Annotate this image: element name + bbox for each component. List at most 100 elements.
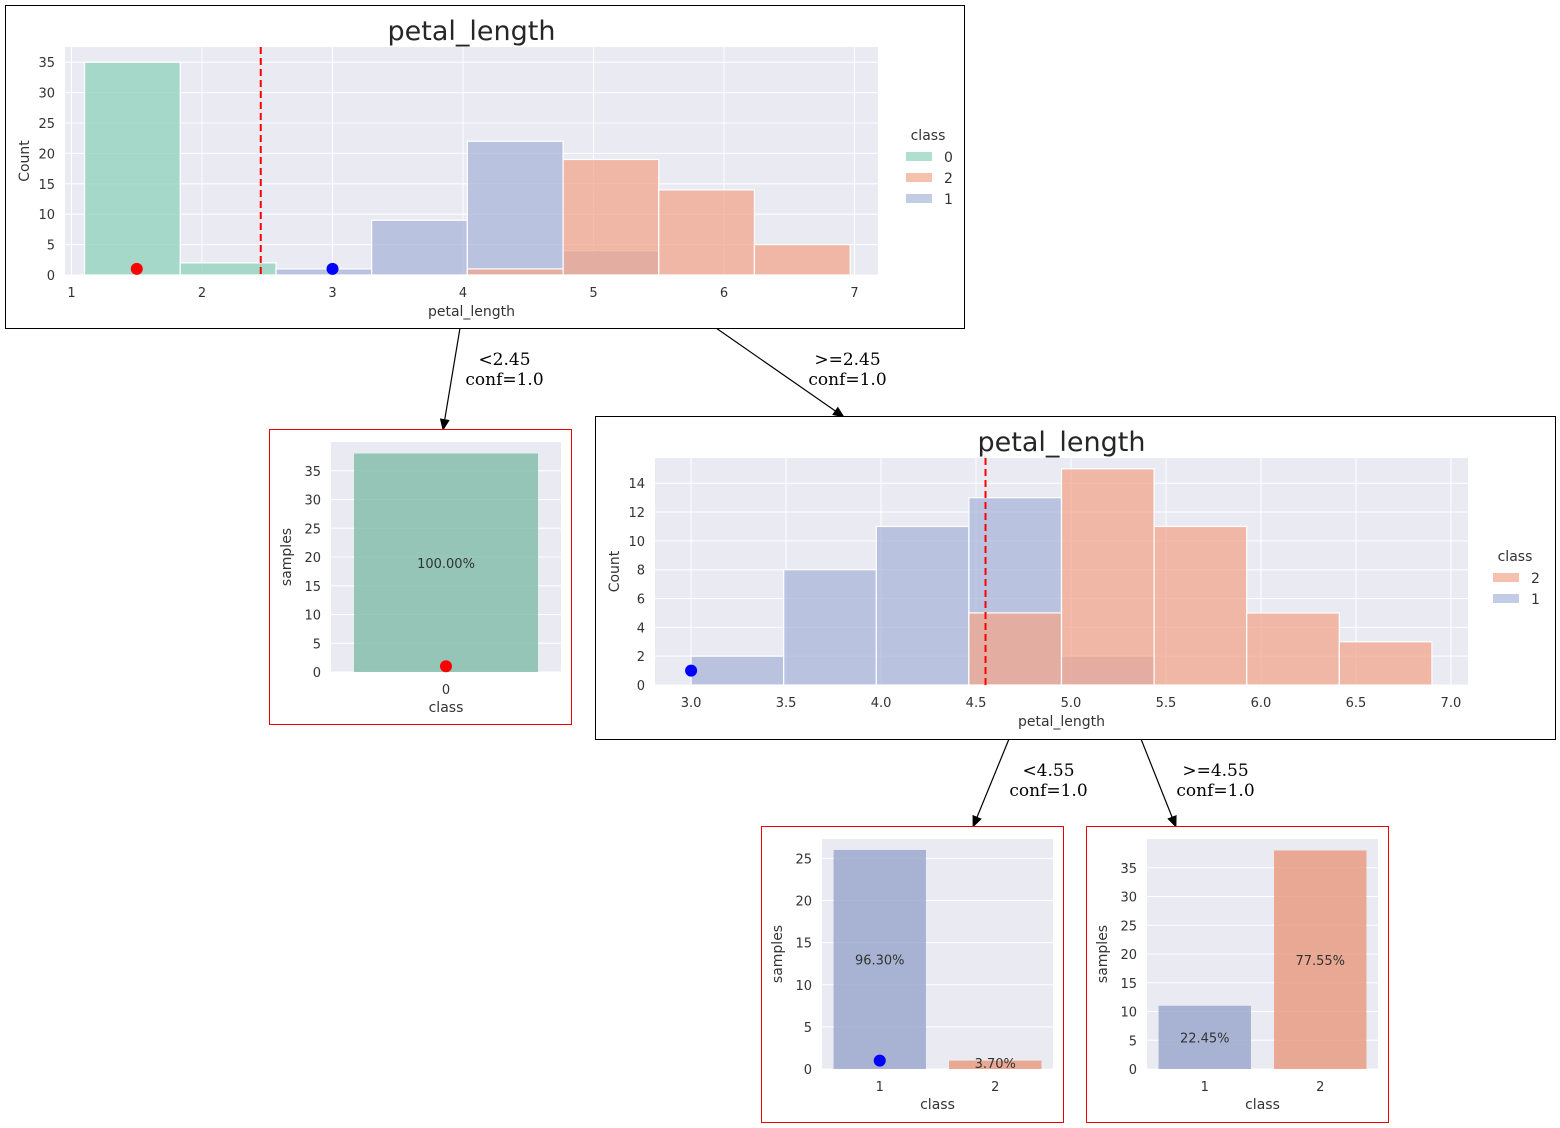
y-tick-label: 0: [804, 1063, 812, 1078]
x-tick-label: 1: [876, 1080, 884, 1095]
histogram-bar-class-2: [1060, 468, 1155, 686]
y-tick-label: 5: [804, 1021, 812, 1036]
bar-percentage-label: 100.00%: [417, 557, 475, 572]
y-tick-label: 20: [1120, 948, 1137, 963]
y-tick-label: 5: [313, 637, 321, 652]
y-tick-label: 25: [795, 852, 812, 867]
legend-swatch-class-1: [906, 194, 932, 203]
y-tick-label: 20: [38, 147, 55, 162]
histogram-bar-class-1: [690, 655, 785, 686]
y-tick-label: 20: [795, 895, 812, 910]
y-tick-label: 0: [313, 666, 321, 681]
y-tick-label: 12: [628, 506, 645, 521]
y-tick-label: 30: [38, 87, 55, 102]
bar-chart-leaf-mid: 0 5 10 15 20 25 96.30% 1 3.70% 2 class samples: [770, 839, 1053, 1113]
edge-node-right-to-leaf-right: [1140, 738, 1177, 828]
edge-condition: >=2.45: [814, 350, 881, 370]
edge-root-to-leaf-left: [439, 327, 461, 431]
bar-class-2: [949, 1060, 1042, 1069]
y-tick-label: 30: [1120, 891, 1137, 906]
x-tick-label: 3: [328, 286, 336, 301]
x-tick-label: 4.0: [871, 696, 892, 711]
histogram-bar-class-2: [466, 268, 564, 276]
y-axis-label: Count: [607, 550, 623, 592]
y-tick-label: 15: [795, 937, 812, 952]
x-tick-label: 3.5: [776, 696, 797, 711]
bar-percentage-label: 96.30%: [855, 953, 905, 968]
x-tick-label: 0: [442, 683, 450, 698]
legend-label-class-1: 1: [1531, 592, 1540, 608]
x-tick-label: 1: [67, 286, 75, 301]
bar-class-1: [1158, 1005, 1251, 1069]
legend-swatch-class-1: [1493, 594, 1519, 603]
edge-label-e2: >=2.45 conf=1.0: [795, 350, 900, 390]
x-tick-label: 2: [1316, 1080, 1324, 1095]
histogram-bar-class-2: [753, 244, 851, 276]
x-tick-label: 3.0: [681, 696, 702, 711]
edge-confidence: conf=1.0: [1009, 781, 1088, 801]
legend-label-class-2: 2: [1531, 571, 1540, 587]
x-axis-label: class: [920, 1097, 955, 1113]
y-tick-label: 15: [304, 580, 321, 595]
bar-class-2: [1274, 850, 1367, 1069]
histogram-bar-class-1: [783, 569, 877, 686]
legend-swatch-class-0: [906, 152, 932, 161]
y-axis-label: samples: [770, 925, 786, 983]
x-tick-label: 5.0: [1061, 696, 1082, 711]
x-tick-label: 6: [720, 286, 728, 301]
y-tick-label: 0: [47, 269, 55, 284]
x-tick-label: 2: [198, 286, 206, 301]
edge-condition: <2.45: [478, 350, 531, 370]
y-axis-label: Count: [17, 140, 33, 182]
y-tick-label: 35: [38, 56, 55, 71]
y-axis-label: samples: [1095, 925, 1111, 983]
bar-class-1: [833, 849, 926, 1069]
x-tick-label: 4.5: [966, 696, 987, 711]
edge-confidence: conf=1.0: [1176, 781, 1255, 801]
x-tick-label: 6.0: [1251, 696, 1272, 711]
y-tick-label: 0: [1129, 1063, 1137, 1078]
sample-marker: [440, 660, 452, 673]
edge-confidence: conf=1.0: [465, 370, 544, 390]
bar-percentage-label: 3.70%: [975, 1057, 1016, 1072]
bar-chart-leaf-right: 0 5 10 15 20 25 30 35 22.45% 1 77.55% 2 class samples: [1095, 839, 1378, 1113]
y-tick-label: 4: [637, 621, 645, 636]
x-tick-label: 5.5: [1156, 696, 1177, 711]
histogram-bar-class-2: [562, 158, 660, 276]
x-tick-label: 7.0: [1441, 696, 1462, 711]
y-tick-label: 14: [628, 477, 645, 492]
leaf-node-mid: 0 5 10 15 20 25 96.30% 1 3.70% 2 class samples: [761, 826, 1064, 1123]
histogram-bar-class-1: [275, 268, 373, 276]
sample-marker: [326, 262, 339, 275]
histogram-bar-class-0: [83, 61, 181, 276]
edge-label-e4: >=4.55 conf=1.0: [1163, 761, 1268, 801]
y-tick-label: 10: [1120, 1006, 1137, 1021]
edge-label-e3: <4.55 conf=1.0: [996, 761, 1101, 801]
legend-title: class: [911, 128, 946, 144]
histogram-bar-class-2: [658, 189, 756, 276]
x-tick-label: 6.5: [1346, 696, 1367, 711]
x-axis-label: class: [429, 700, 464, 716]
edge-node-right-to-leaf-mid: [972, 738, 1010, 828]
y-axis-label: samples: [279, 528, 295, 586]
y-tick-label: 10: [304, 609, 321, 624]
legend-label-class-0: 0: [944, 150, 953, 166]
edge-confidence: conf=1.0: [808, 370, 887, 390]
sample-marker: [130, 262, 143, 275]
sample-marker: [685, 664, 698, 677]
y-tick-label: 2: [637, 650, 645, 665]
x-axis-label: petal_length: [428, 304, 515, 320]
y-tick-label: 10: [795, 979, 812, 994]
y-tick-label: 25: [1120, 919, 1137, 934]
histogram-bar-class-1: [371, 219, 468, 276]
leaf-node-class-0: 0 5 10 15 20 25 30 35 100.00% 0 class samples: [269, 429, 572, 725]
y-tick-label: 35: [1120, 862, 1137, 877]
split-node-right: 0 2 4 6 8 10 12 14 3.0 3.5 4.0 4.5 5.0 5.5 6.0 6.5 7.0 pe…: [595, 416, 1556, 740]
x-tick-label: 4: [459, 286, 467, 301]
legend-swatch-class-2: [906, 173, 932, 182]
chart-title: petal_length: [388, 16, 556, 47]
x-tick-label: 7: [850, 286, 858, 301]
legend-label-class-1: 1: [944, 192, 953, 208]
